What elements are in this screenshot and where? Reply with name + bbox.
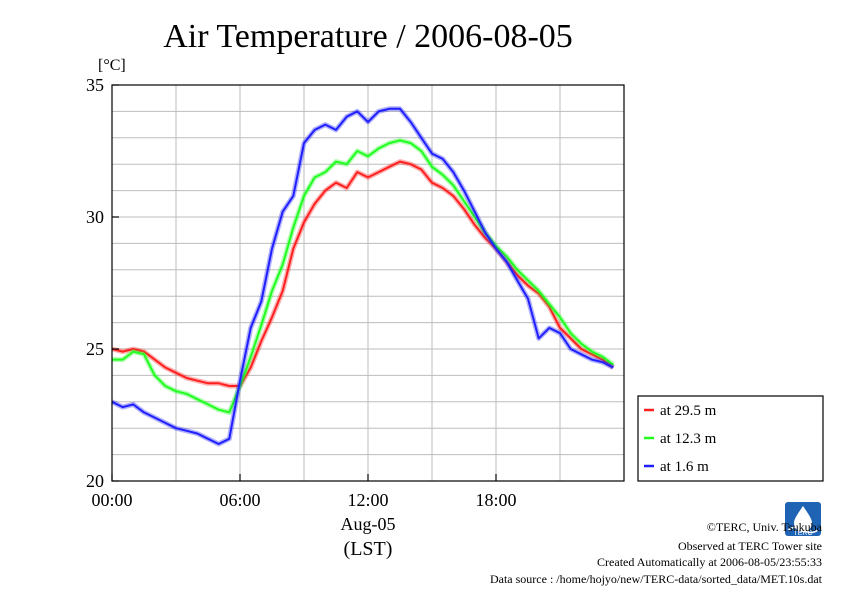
y-tick-label: 35 xyxy=(86,75,104,95)
grid-lines xyxy=(112,85,624,481)
chart-title: Air Temperature / 2006-08-05 xyxy=(163,18,573,55)
x-date-label: Aug-05 xyxy=(341,514,396,534)
x-tick-label: 06:00 xyxy=(219,490,260,510)
footer-copyright: ©TERC, Univ. Tsukuba xyxy=(707,520,823,534)
y-tick-label: 30 xyxy=(86,207,104,227)
x-axis-ticks: 00:00 06:00 12:00 18:00 xyxy=(91,474,517,510)
y-unit-label: [°C] xyxy=(98,57,126,74)
legend-box xyxy=(637,395,824,482)
x-tick-label: 18:00 xyxy=(475,490,516,510)
y-axis-ticks: 20 25 30 35 xyxy=(86,75,119,491)
y-tick-label: 20 xyxy=(86,471,104,491)
terc-logo: TERC xyxy=(785,502,821,537)
footer-source: Data source : /home/hojyo/new/TERC-data/… xyxy=(490,572,823,586)
legend-label-1: at 29.5 m xyxy=(660,403,717,419)
x-axis-label: (LST) xyxy=(344,538,393,560)
x-tick-label: 00:00 xyxy=(91,490,132,510)
series-line-2 xyxy=(112,139,614,414)
series-line-1 xyxy=(111,160,614,387)
series-halo-2 xyxy=(112,137,615,415)
footer-observed: Observed at TERC Tower site xyxy=(678,539,822,553)
x-tick-label: 12:00 xyxy=(347,490,388,510)
legend: at 29.5 m at 12.3 m at 1.6 m xyxy=(637,395,824,482)
legend-label-2: at 12.3 m xyxy=(660,431,717,447)
y-tick-label: 25 xyxy=(86,339,104,359)
footer-created: Created Automatically at 2006-08-05/23:5… xyxy=(597,555,822,569)
series-lines xyxy=(110,106,615,447)
series-line-3 xyxy=(111,107,614,445)
logo-text: TERC xyxy=(793,530,812,537)
series-halo-1 xyxy=(111,159,615,389)
legend-label-3: at 1.6 m xyxy=(660,459,709,475)
